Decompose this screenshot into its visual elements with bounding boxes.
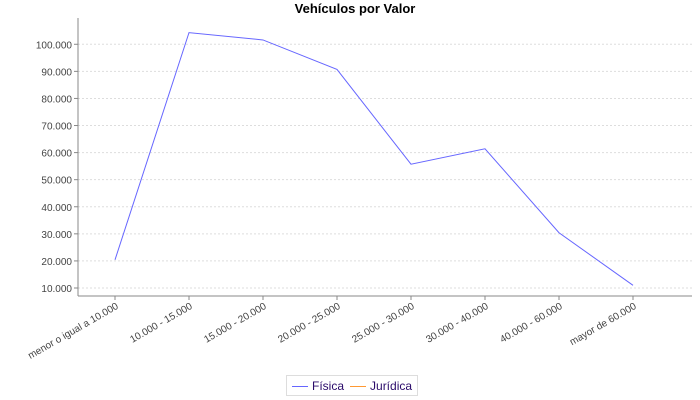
x-tick-label: 30.000 - 40.000 <box>424 301 491 346</box>
y-tick-label: 20.000 <box>41 257 72 268</box>
y-tick-label: 50.000 <box>41 176 72 187</box>
x-tick-label: 10.000 - 15.000 <box>128 301 195 346</box>
legend-item-fisica: Física <box>292 379 344 393</box>
y-tick-label: 10.000 <box>41 284 72 295</box>
legend-label: Jurídica <box>370 378 413 393</box>
x-tick-label: menor o igual a 10.000 <box>26 301 120 362</box>
y-tick-label: 80.000 <box>41 94 72 105</box>
y-tick-label: 100.000 <box>36 40 73 51</box>
legend-swatch <box>350 385 367 387</box>
x-tick-label: 25.000 - 30.000 <box>350 301 417 346</box>
legend-label: Física <box>312 378 345 393</box>
y-tick-label: 40.000 <box>41 203 72 214</box>
legend: Física Jurídica <box>286 375 419 396</box>
y-tick-label: 70.000 <box>41 122 72 133</box>
x-tick-label: 15.000 - 20.000 <box>202 301 269 346</box>
y-tick-label: 90.000 <box>41 67 72 78</box>
x-tick-label: 20.000 - 25.000 <box>276 301 343 346</box>
legend-swatch <box>292 385 308 387</box>
y-tick-label: 30.000 <box>41 230 72 241</box>
legend-item-juridica: Jurídica <box>350 379 412 393</box>
series-line-0 <box>114 32 634 286</box>
y-tick-label: 60.000 <box>41 149 72 160</box>
x-tick-label: mayor de 60.000 <box>568 301 639 348</box>
chart-title: Vehículos por Valor <box>295 1 416 16</box>
x-tick-label: 40.000 - 60.000 <box>498 301 565 346</box>
